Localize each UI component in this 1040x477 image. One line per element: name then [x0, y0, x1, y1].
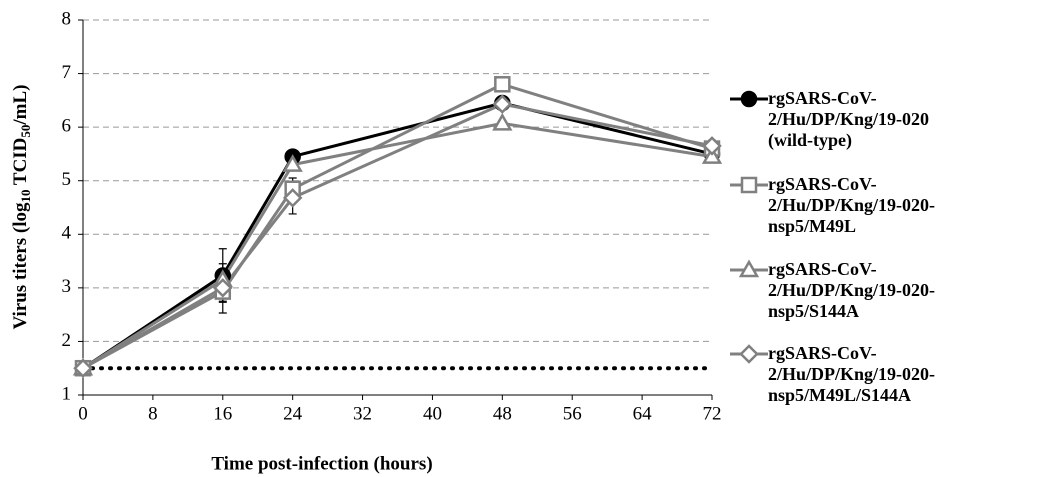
marker: [738, 259, 760, 278]
legend-label: rgSARS-CoV-2/Hu/DP/Kng/19-020-nsp5/M49L: [768, 174, 936, 236]
x-tick-label: 0: [78, 403, 88, 424]
y-tick-label: 5: [62, 169, 72, 190]
marker: [282, 188, 303, 208]
x-tick-label: 16: [213, 403, 232, 424]
y-tick-label: 3: [62, 276, 72, 297]
y-tick-label: 7: [62, 62, 72, 83]
x-tick-label: 72: [703, 403, 722, 424]
y-label-part: Virus titers (log: [10, 202, 31, 329]
marker: [492, 112, 513, 131]
y-tick-label: 1: [62, 383, 72, 404]
marker: [282, 154, 303, 172]
legend-label: rgSARS-CoV-2/Hu/DP/Kng/19-020-nsp5/S144A: [768, 259, 936, 321]
x-tick-label: 48: [493, 403, 512, 424]
marker: [213, 278, 233, 298]
marker: [739, 344, 759, 364]
y-tick-label: 6: [62, 116, 72, 137]
legend-label: rgSARS-CoV-2/Hu/DP/Kng/19-020-nsp5/M49L/…: [768, 343, 936, 405]
marker: [73, 358, 93, 378]
y-tick-label: 4: [62, 223, 72, 244]
marker: [494, 76, 511, 93]
legend-label: rgSARS-CoV-2/Hu/DP/Kng/19-020 (wild-type…: [768, 88, 930, 150]
marker: [702, 136, 722, 156]
y-label-part: TCID: [10, 138, 31, 190]
x-tick-label: 40: [423, 403, 442, 424]
marker: [492, 94, 513, 114]
y-tick-label: 8: [62, 8, 72, 29]
x-axis-label: Time post-infection (hours): [211, 453, 432, 474]
x-tick-label: 64: [633, 403, 653, 424]
series-line: [82, 121, 713, 370]
x-tick-label: 56: [563, 403, 582, 424]
y-label-sub: 50: [18, 125, 33, 138]
x-tick-label: 24: [283, 403, 303, 424]
marker: [740, 176, 758, 194]
y-tick-label: 2: [62, 330, 72, 351]
y-label-sub: 10: [18, 190, 33, 203]
x-tick-label: 8: [148, 403, 158, 424]
y-axis-label: Virus titers (log10 TCID50/mL): [10, 84, 33, 329]
x-tick-label: 32: [353, 403, 372, 424]
y-label-part: /mL): [10, 84, 31, 125]
marker: [740, 90, 758, 108]
